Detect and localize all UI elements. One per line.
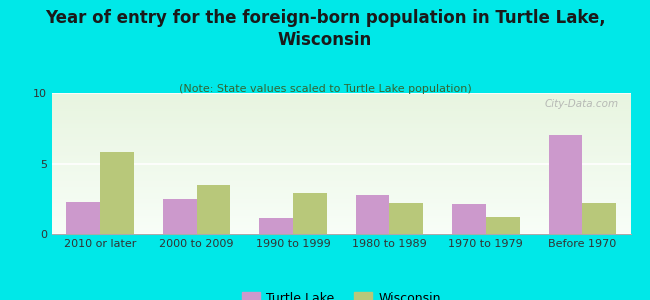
Bar: [549, 135, 582, 234]
Bar: [452, 204, 486, 234]
Bar: [389, 203, 423, 234]
Bar: [163, 199, 196, 234]
Bar: [66, 202, 100, 234]
Bar: [582, 203, 616, 234]
Text: Year of entry for the foreign-born population in Turtle Lake,
Wisconsin: Year of entry for the foreign-born popul…: [45, 9, 605, 49]
Legend: Turtle Lake, Wisconsin: Turtle Lake, Wisconsin: [237, 286, 446, 300]
Bar: [100, 152, 134, 234]
Bar: [293, 193, 327, 234]
Bar: [486, 217, 519, 234]
Bar: [259, 218, 293, 234]
Text: (Note: State values scaled to Turtle Lake population): (Note: State values scaled to Turtle Lak…: [179, 84, 471, 94]
Text: City-Data.com: City-Data.com: [545, 99, 619, 109]
Bar: [196, 184, 230, 234]
Bar: [356, 194, 389, 234]
